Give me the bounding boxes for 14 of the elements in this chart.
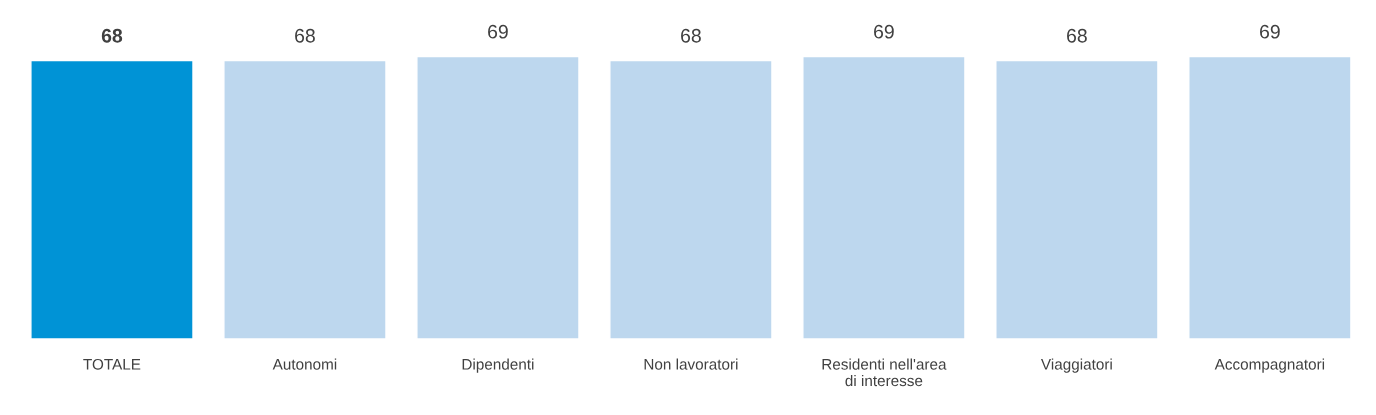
data-label: 68 — [295, 28, 315, 43]
x-tick-label: Viaggiatori — [1040, 358, 1112, 373]
x-tick-label: Accompagnatori — [1214, 358, 1325, 373]
x-tick-label: Non lavoratori — [644, 358, 738, 370]
x-tick-label: Autonomi — [272, 358, 337, 370]
x-tick-label: Residenti nell'area di interesse — [822, 358, 947, 387]
data-label: 69 — [488, 24, 508, 39]
data-label: 68 — [101, 28, 123, 43]
x-tick-label: TOTALE — [83, 358, 141, 370]
data-label: 69 — [1260, 24, 1280, 39]
data-label: 68 — [1067, 28, 1087, 43]
data-label: 69 — [874, 24, 894, 39]
x-tick-label: Dipendenti — [462, 358, 534, 373]
data-label: 68 — [681, 28, 701, 43]
